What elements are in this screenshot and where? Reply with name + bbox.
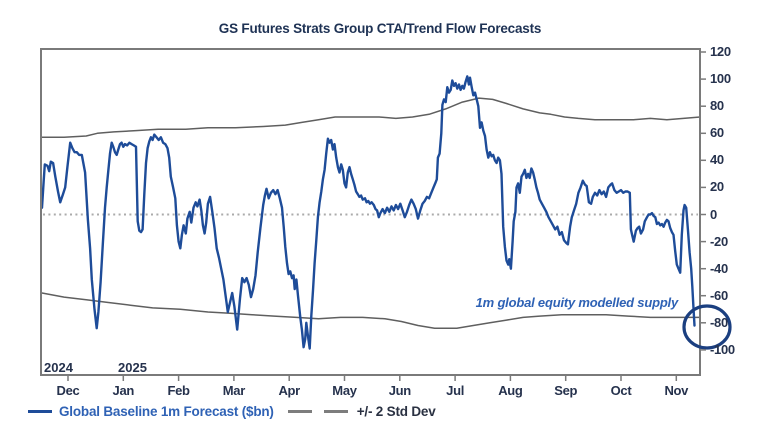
x-tick-label-nov: Nov xyxy=(664,383,689,398)
stddev-legend-label: +/- 2 Std Dev xyxy=(356,404,436,419)
y-tick-label--100: -100 xyxy=(710,341,735,357)
x-tick-label-jun: Jun xyxy=(388,383,412,398)
forecast-line xyxy=(40,75,696,350)
stddev-legend-dash-icon xyxy=(287,410,312,413)
y-tick-label-120: 120 xyxy=(710,44,731,59)
upper-band-line xyxy=(41,97,701,139)
y-tick-label--40: -40 xyxy=(710,260,728,276)
y-tick-label--20: -20 xyxy=(710,233,728,249)
y-tick-label-20: 20 xyxy=(710,179,724,195)
year-label-2024: 2024 xyxy=(44,360,73,375)
y-tick-label-60: 60 xyxy=(710,125,724,141)
forecast-legend-line-swatch xyxy=(28,410,52,413)
y-tick-label-40: 40 xyxy=(710,152,724,168)
stddev-legend-dash-icon xyxy=(323,410,348,413)
y-tick-label-0: 0 xyxy=(710,206,717,222)
plot-border xyxy=(40,48,701,376)
x-tick-label-jan: Jan xyxy=(112,383,135,398)
forecast-legend-label: Global Baseline 1m Forecast ($bn) xyxy=(59,404,274,419)
x-tick-label-mar: Mar xyxy=(222,383,246,398)
x-tick-label-jul: Jul xyxy=(446,383,465,398)
y-tick-label-100: 100 xyxy=(710,71,731,87)
x-tick-label-feb: Feb xyxy=(167,383,190,398)
x-tick-label-oct: Oct xyxy=(610,383,632,398)
x-tick-label-sep: Sep xyxy=(554,383,578,398)
y-tick-label--80: -80 xyxy=(710,314,728,330)
x-tick-label-apr: Apr xyxy=(278,383,300,398)
y-tick-label-80: 80 xyxy=(710,98,724,114)
legend: Global Baseline 1m Forecast ($bn) +/- 2 … xyxy=(28,404,436,419)
year-label-2025: 2025 xyxy=(118,360,147,375)
x-tick-label-dec: Dec xyxy=(56,383,80,398)
x-tick-label-may: May xyxy=(332,383,357,398)
annotation-supply-text: 1m global equity modelled supply xyxy=(475,295,679,310)
y-tick-label--60: -60 xyxy=(710,287,728,303)
chart-title: GS Futures Strats Group CTA/Trend Flow F… xyxy=(218,21,542,36)
highlight-ellipse xyxy=(682,304,732,350)
x-tick-label-aug: Aug xyxy=(498,383,523,398)
lower-band-line xyxy=(41,292,701,329)
